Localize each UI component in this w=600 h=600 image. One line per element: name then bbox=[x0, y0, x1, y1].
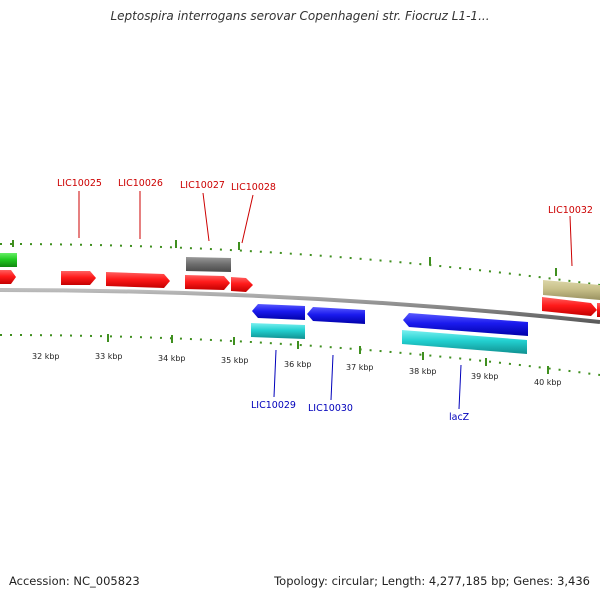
cds-arrow-lacz[interactable] bbox=[403, 313, 528, 336]
gene-feature-green[interactable] bbox=[0, 253, 17, 267]
gene-label-lic10029[interactable]: LIC10029 bbox=[251, 400, 296, 411]
cds-arrow-lic10025[interactable] bbox=[61, 271, 96, 285]
cds-arrow-lic10030[interactable] bbox=[307, 307, 365, 324]
gene-label-lic10027[interactable]: LIC10027 bbox=[180, 180, 225, 191]
gene-feature-lacz[interactable] bbox=[402, 330, 527, 354]
reverse-tick-row bbox=[0, 334, 600, 376]
reverse-strand-features[interactable] bbox=[251, 304, 528, 354]
gene-label-lic10025[interactable]: LIC10025 bbox=[57, 178, 102, 189]
gene-feature-lic10027[interactable] bbox=[186, 257, 231, 272]
gene-feature-lic10029[interactable] bbox=[251, 323, 305, 339]
genome-backbone bbox=[0, 288, 600, 324]
leader-line bbox=[330, 354, 334, 401]
accession-text: Accession: NC_005823 bbox=[9, 574, 140, 588]
leader-line bbox=[273, 349, 277, 398]
leader-line bbox=[458, 364, 462, 410]
cds-arrow-lic10029[interactable] bbox=[252, 304, 305, 320]
leader-line bbox=[241, 194, 254, 244]
gene-label-lic10032[interactable]: LIC10032 bbox=[548, 205, 593, 216]
kbp-label: 36 kbp bbox=[284, 360, 312, 369]
kbp-label: 32 kbp bbox=[32, 352, 60, 361]
forward-gene-labels: LIC10025 LIC10026 LIC10027 LIC10028 LIC1… bbox=[57, 178, 593, 267]
kbp-label: 39 kbp bbox=[471, 372, 499, 381]
forward-tick-row bbox=[0, 243, 600, 286]
cds-arrow[interactable] bbox=[597, 303, 600, 317]
leader-line bbox=[569, 215, 573, 267]
reverse-tick-track bbox=[0, 334, 600, 376]
genome-stats-text: Topology: circular; Length: 4,277,185 bp… bbox=[274, 574, 590, 588]
gene-label-lic10028[interactable]: LIC10028 bbox=[231, 182, 276, 193]
gene-label-lic10030[interactable]: LIC10030 bbox=[308, 403, 353, 414]
kbp-label: 34 kbp bbox=[158, 354, 186, 363]
kbp-label: 35 kbp bbox=[221, 356, 249, 365]
cds-arrow-lic10032[interactable] bbox=[542, 297, 597, 316]
kbp-scale: 32 kbp 33 kbp 34 kbp 35 kbp 36 kbp 37 kb… bbox=[32, 352, 562, 387]
cds-arrow-lic10027[interactable] bbox=[185, 275, 230, 290]
kbp-label: 33 kbp bbox=[95, 352, 123, 361]
cds-arrow[interactable] bbox=[0, 270, 16, 284]
gene-feature-lic10032[interactable] bbox=[543, 280, 600, 300]
gene-label-lacz[interactable]: lacZ bbox=[449, 412, 470, 423]
gene-label-lic10026[interactable]: LIC10026 bbox=[118, 178, 163, 189]
leader-line bbox=[202, 192, 210, 242]
kbp-label: 40 kbp bbox=[534, 378, 562, 387]
organism-title: Leptospira interrogans serovar Copenhage… bbox=[110, 9, 490, 23]
cds-arrow-lic10026[interactable] bbox=[106, 272, 170, 288]
reverse-gene-labels: LIC10029 LIC10030 lacZ bbox=[251, 349, 470, 423]
kbp-label: 37 kbp bbox=[346, 363, 374, 372]
kbp-label: 38 kbp bbox=[409, 367, 437, 376]
forward-tick-track bbox=[0, 240, 600, 286]
forward-strand-features[interactable] bbox=[0, 253, 600, 317]
cds-arrow-lic10028[interactable] bbox=[231, 277, 253, 292]
